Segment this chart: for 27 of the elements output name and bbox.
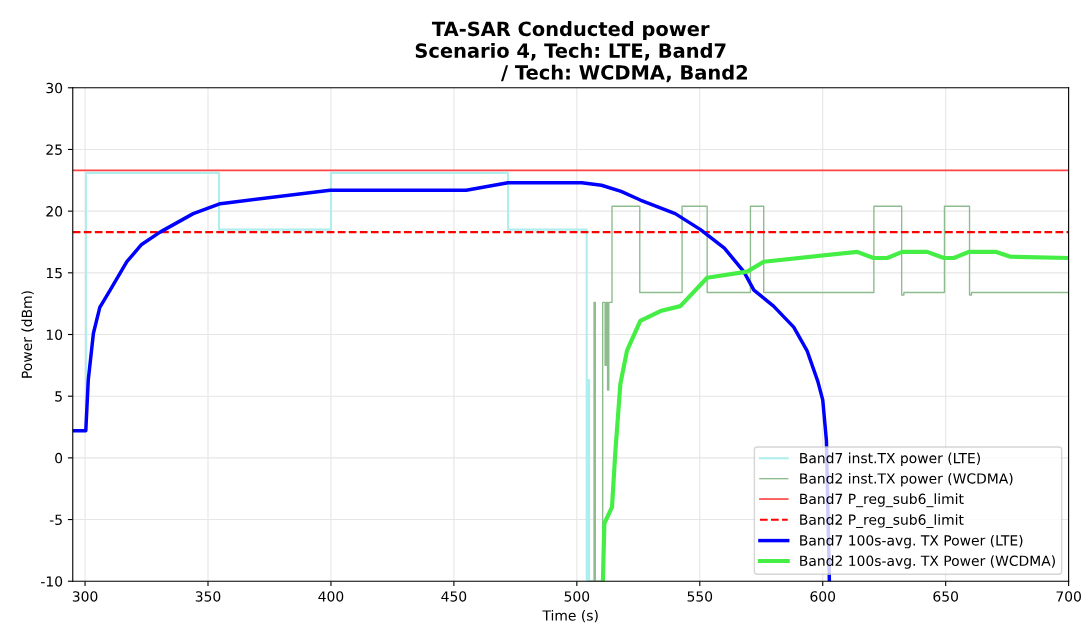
x-axis-title: Time (s) [542,609,598,623]
y-tick-label: 15 [46,267,62,279]
legend-label: Band7 100s-avg. TX Power (LTE) [800,534,1023,549]
x-tick-label: 450 [441,591,467,602]
y-tick-label: 10 [46,329,63,340]
x-tick-label: 300 [72,591,98,602]
chart-title: TA-SAR Conducted power Scenario 4, Tech: LTE, Band7 / Tech: WCDMA, Band2 [415,21,747,83]
y-tick-label: 25 [46,144,62,155]
x-tick-label: 350 [195,591,221,602]
y-tick-label: 30 [46,82,63,94]
x-tick-label: 400 [318,591,344,602]
legend-label: Band7 inst.TX power (LTE) [800,452,980,467]
x-tick-label: 600 [810,591,836,602]
legend-label: Band2 P_reg_sub6_limit [800,514,964,528]
y-axis-title: Power (dBm) [21,291,34,378]
legend-label: Band2 100s-avg. TX Power (WCDMA) [800,555,1055,569]
x-tick-label: 700 [1056,591,1081,602]
x-tick-label: 650 [933,591,959,602]
legend-label: Band7 P_reg_sub6_limit [800,493,964,508]
y-tick-label: 5 [55,391,62,402]
x-tick-label: 550 [687,591,713,602]
legend-label: Band2 inst.TX power (WCDMA) [800,472,1013,487]
y-tick-label: 0 [55,452,63,464]
x-tick-label: 500 [564,591,590,602]
y-tick-label: 20 [46,206,63,217]
y-tick-label: -10 [41,576,63,587]
y-tick-label: -5 [49,514,62,526]
